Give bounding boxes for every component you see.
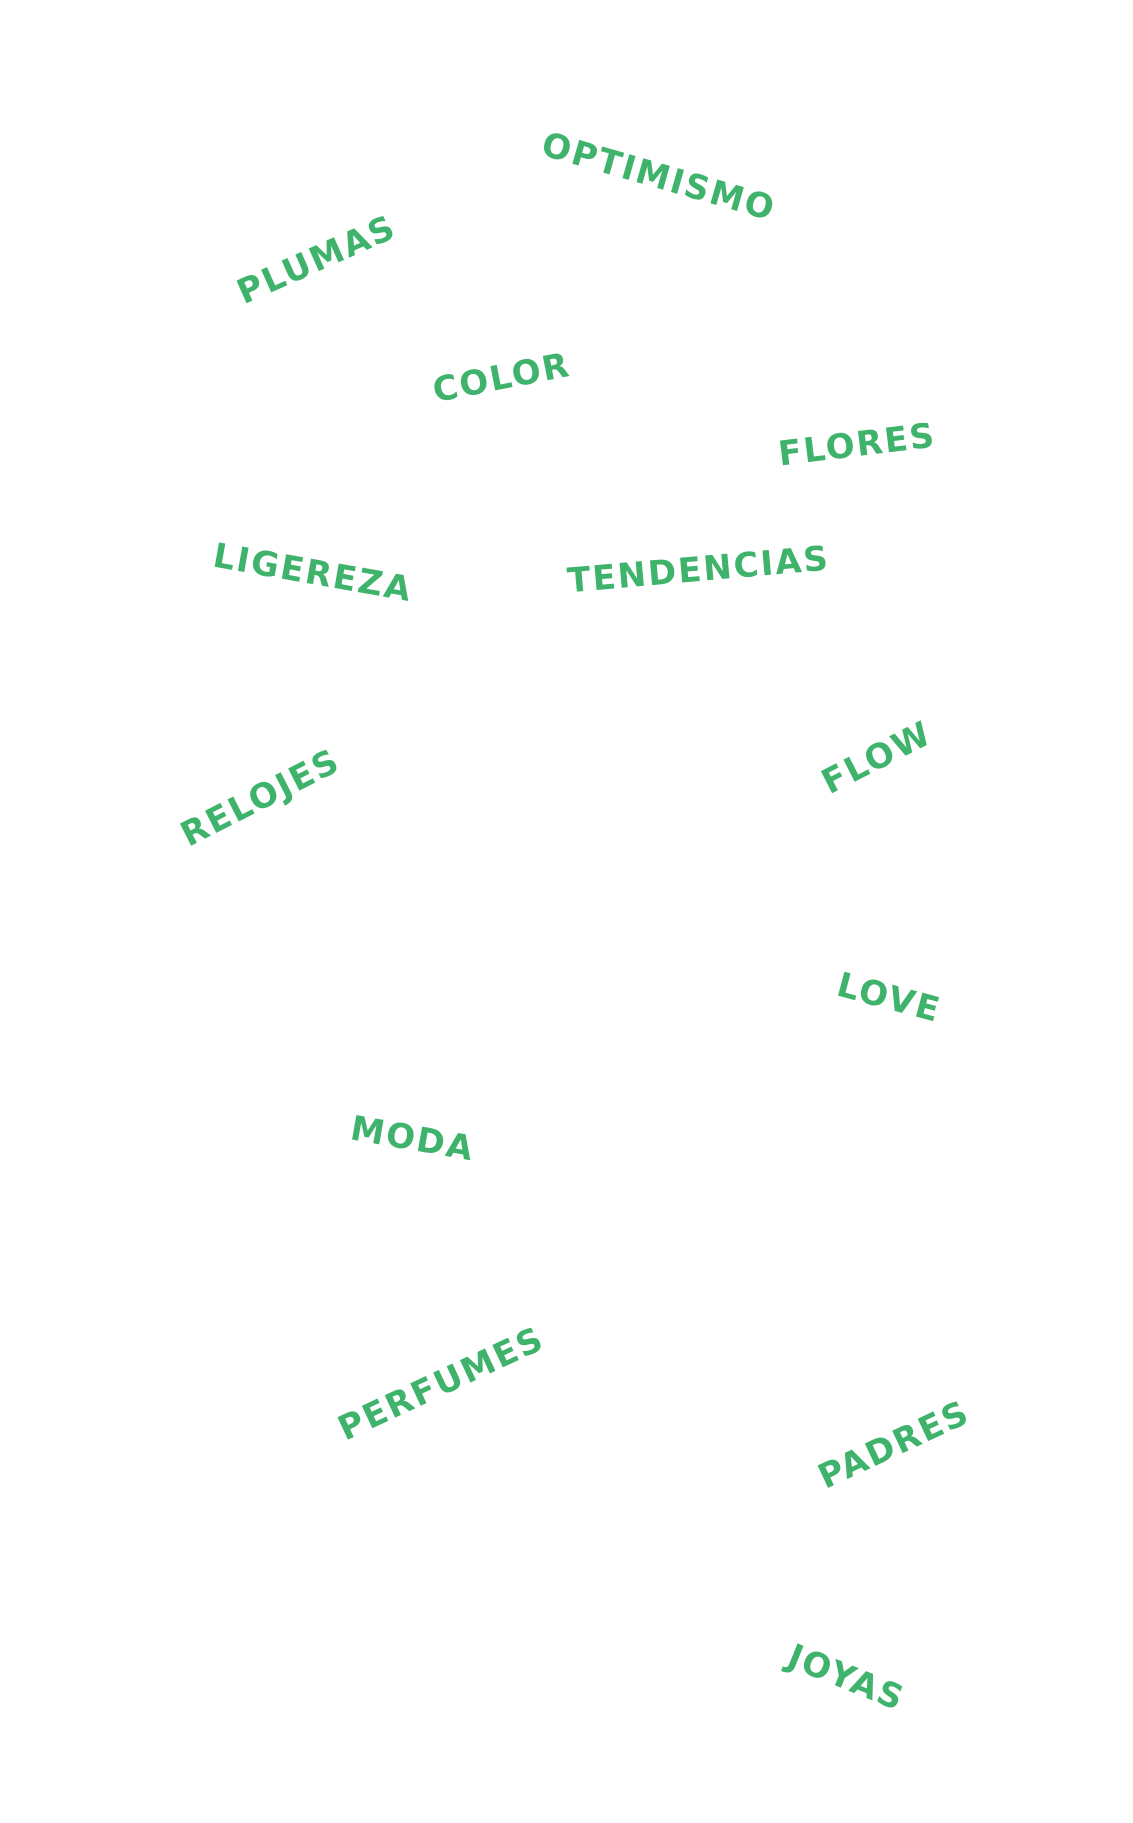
word-joyas: JOYAS	[781, 1636, 911, 1720]
word-moda: MODA	[347, 1108, 478, 1170]
word-relojes: RELOJES	[174, 740, 347, 856]
word-tendencias: TENDENCIAS	[565, 538, 832, 602]
word-flores: FLORES	[776, 415, 939, 475]
word-flow: FLOW	[815, 713, 939, 803]
word-plumas: PLUMAS	[231, 207, 403, 313]
word-ligereza: LIGEREZA	[210, 535, 416, 611]
word-perfumes: PERFUMES	[331, 1318, 551, 1450]
word-color: COLOR	[429, 345, 574, 411]
word-love: LOVE	[832, 964, 946, 1032]
word-optimismo: OPTIMISMO	[537, 124, 781, 230]
word-padres: PADRES	[812, 1392, 977, 1498]
